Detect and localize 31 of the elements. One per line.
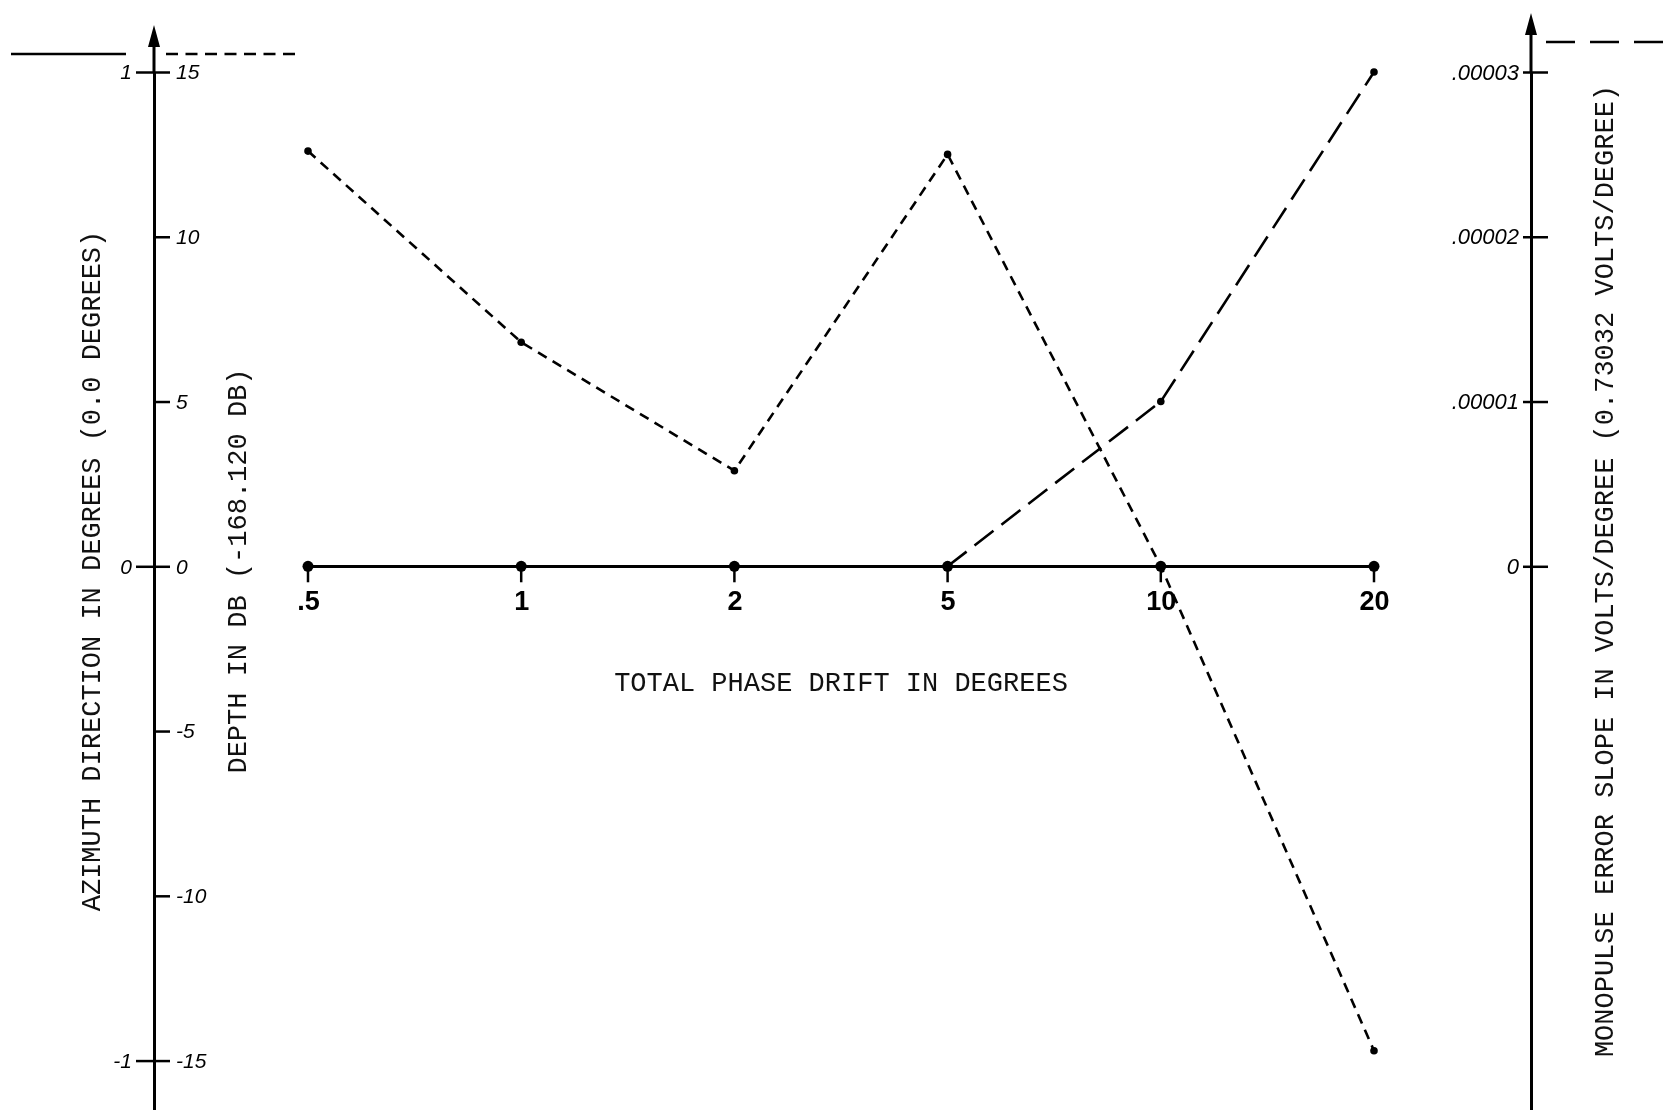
point — [1370, 68, 1378, 76]
x-tick-label: .5 — [297, 586, 320, 617]
y-tick-label: 0 — [120, 554, 133, 578]
y2-tick-label: -15 — [176, 1048, 207, 1072]
y-tick-label: -1 — [113, 1048, 132, 1072]
y2-axis-title: DEPTH IN DB (-168.120 DB) — [224, 368, 254, 774]
point — [730, 466, 739, 475]
x-tick-label: 5 — [940, 586, 956, 617]
y-tick-label: 1 — [120, 60, 132, 84]
y3-axis-title: MONOPULSE ERROR SLOPE IN VOLTS/DEGREE (0.73032 VOLTS/DEGREE) — [1591, 84, 1621, 1058]
x-axis-title: TOTAL PHASE DRIFT IN DEGREES — [614, 669, 1068, 700]
x-tick-label: 20 — [1359, 586, 1390, 617]
y2-tick-label: 15 — [176, 60, 200, 84]
x-tick-label: 10 — [1146, 586, 1177, 617]
y2-tick-label: -5 — [176, 719, 195, 743]
x-tick-label: 2 — [727, 586, 743, 617]
x-tick-label: 1 — [514, 586, 530, 617]
point — [1370, 1046, 1378, 1055]
point — [1157, 397, 1165, 406]
y2-tick-label: 5 — [176, 389, 188, 413]
y2-tick-label: 0 — [176, 554, 188, 578]
y2-tick-label: -10 — [176, 884, 207, 908]
y3-tick-label: .00002 — [1451, 224, 1519, 250]
y2-tick-label: 10 — [176, 224, 200, 248]
point — [304, 147, 312, 155]
y3-tick-label: 0 — [1506, 553, 1520, 579]
point — [943, 150, 952, 159]
y-axis-title: AZIMUTH DIRECTION IN DEGREES (0.0 DEGREES) — [78, 230, 108, 912]
y3-tick-label: .00003 — [1451, 59, 1520, 85]
y3-tick-label: .00001 — [1451, 389, 1519, 415]
point — [517, 338, 525, 347]
